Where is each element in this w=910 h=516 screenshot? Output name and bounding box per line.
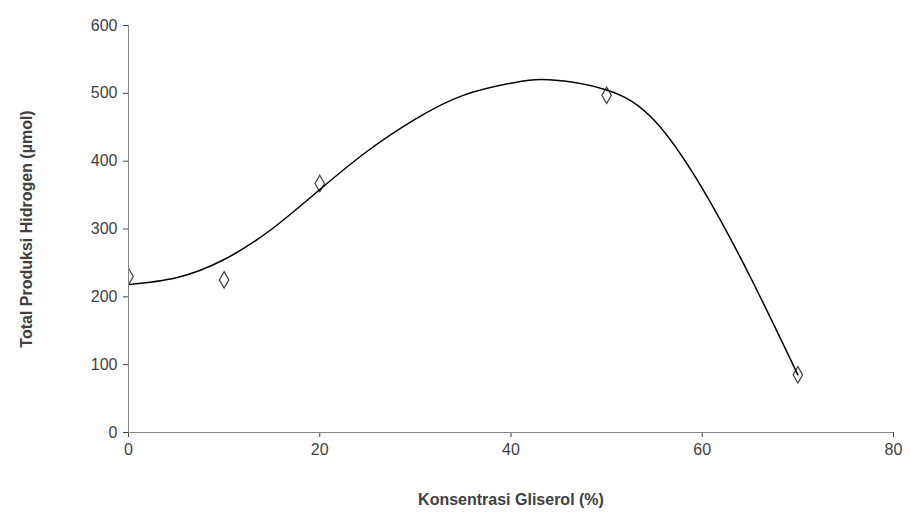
svg-text:60: 60: [693, 441, 711, 458]
svg-text:200: 200: [91, 288, 118, 305]
svg-text:Total Produksi Hidrogen (µmol): Total Produksi Hidrogen (µmol): [18, 110, 35, 347]
svg-text:0: 0: [124, 441, 133, 458]
svg-text:80: 80: [885, 441, 903, 458]
svg-text:20: 20: [311, 441, 329, 458]
svg-text:0: 0: [109, 424, 118, 441]
svg-text:Konsentrasi Gliserol (%): Konsentrasi Gliserol (%): [418, 491, 604, 508]
svg-text:400: 400: [91, 152, 118, 169]
svg-text:100: 100: [91, 356, 118, 373]
svg-text:300: 300: [91, 220, 118, 237]
svg-text:40: 40: [502, 441, 520, 458]
svg-text:600: 600: [91, 17, 118, 34]
svg-text:500: 500: [91, 84, 118, 101]
